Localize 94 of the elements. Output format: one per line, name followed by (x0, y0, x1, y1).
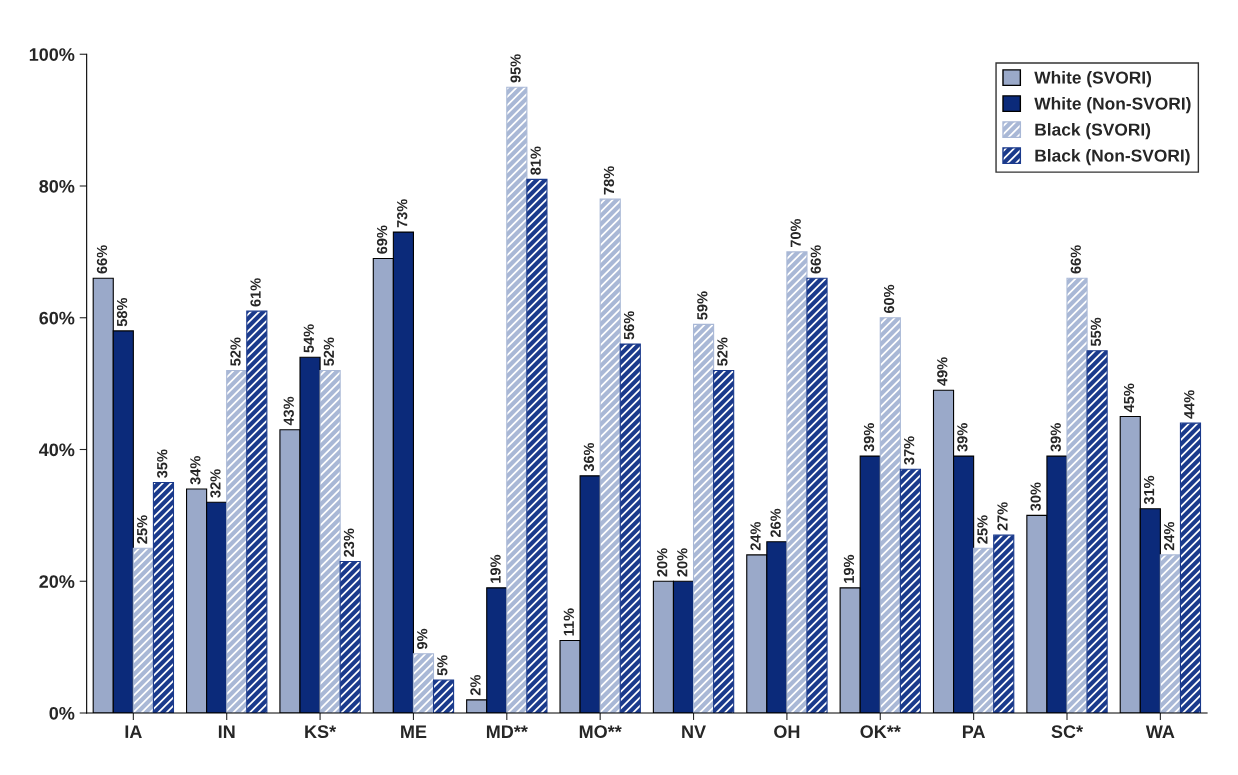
bar (973, 547, 995, 713)
data-label: 66% (96, 245, 108, 274)
bar (786, 251, 808, 713)
x-tick-label: SC* (1051, 725, 1084, 739)
bar (879, 317, 901, 713)
bar (1066, 277, 1088, 713)
data-label: 61% (250, 278, 261, 307)
legend-label: White (Non-SVORI) (1034, 97, 1191, 114)
data-label: 66% (810, 245, 821, 274)
data-label: 32% (210, 469, 221, 498)
x-tick-label: KS* (305, 725, 337, 739)
data-label: 55% (1090, 317, 1102, 347)
data-label: 56% (623, 311, 635, 340)
bar (319, 369, 341, 713)
data-label: 59% (697, 291, 708, 320)
data-label: 26% (770, 508, 781, 538)
bar (1086, 350, 1108, 713)
bar (1179, 422, 1202, 713)
x-tick-label: OH (774, 725, 800, 739)
bar (132, 547, 154, 713)
y-tick-label: 40% (38, 443, 75, 457)
x-tick-label: MD** (486, 725, 528, 738)
data-label: 27% (997, 502, 1008, 531)
x-tick-label: ME (401, 725, 427, 738)
bar (692, 323, 715, 713)
data-label: 66% (1070, 245, 1081, 274)
data-label: 39% (1050, 423, 1061, 452)
data-label: 52% (230, 337, 241, 366)
bar (432, 679, 455, 713)
data-label: 35% (157, 449, 168, 478)
bar (226, 369, 248, 713)
data-label: 23% (343, 528, 355, 557)
data-label: 5% (437, 655, 448, 676)
bar (993, 534, 1015, 713)
data-label: 45% (1123, 383, 1135, 413)
x-tick-label: IN (218, 725, 235, 738)
data-label: 20% (657, 548, 668, 577)
data-label: 58% (116, 297, 128, 327)
data-label: 37% (903, 436, 915, 465)
data-label: 24% (750, 521, 761, 551)
data-label: 24% (1163, 521, 1175, 551)
legend-label: White (SVORI) (1034, 71, 1152, 88)
bar (619, 343, 641, 713)
y-tick-label: 60% (39, 311, 75, 325)
data-label: 52% (717, 337, 728, 366)
data-label: 25% (977, 515, 988, 544)
x-tick-label: PA (962, 725, 986, 738)
y-tick-label: 0% (49, 706, 75, 720)
data-label: 52% (323, 337, 335, 366)
x-tick-label: WA (1145, 725, 1175, 738)
data-label: 54% (303, 324, 314, 353)
bar (506, 86, 528, 713)
data-label: 69% (376, 225, 388, 254)
data-label: 70% (790, 218, 801, 248)
data-label: 39% (957, 423, 968, 452)
data-label: 81% (530, 146, 541, 175)
data-label: 31% (1143, 475, 1155, 505)
data-label: 49% (937, 357, 948, 386)
data-label: 30% (1030, 482, 1041, 511)
data-label: 20% (677, 548, 688, 577)
bar (599, 198, 621, 713)
data-label: 60% (883, 284, 895, 314)
y-tick-label: 80% (39, 179, 75, 193)
data-label: 19% (843, 554, 855, 583)
y-tick-label: 100% (29, 48, 75, 61)
legend-label: Black (SVORI) (1035, 123, 1151, 140)
data-label: 34% (190, 456, 201, 485)
bar (152, 481, 175, 713)
x-tick-label: IA (125, 725, 142, 738)
data-label: 25% (136, 515, 148, 544)
bar (339, 560, 361, 713)
bar (1159, 554, 1181, 713)
data-label: 2% (470, 674, 481, 696)
data-label: 36% (583, 442, 595, 472)
data-label: 9% (417, 628, 428, 650)
legend-label: Black (Non-SVORI) (1035, 149, 1190, 166)
y-tick-label: 20% (39, 575, 75, 588)
x-tick-label: MO** (579, 725, 622, 739)
bar (526, 178, 548, 713)
bar (246, 310, 268, 713)
bar (713, 369, 735, 713)
data-label: 95% (510, 54, 521, 83)
data-label: 11% (563, 608, 574, 636)
bar (412, 653, 435, 713)
x-tick-label: OK** (860, 725, 901, 739)
x-tick-label: NV (682, 725, 706, 738)
data-label: 78% (603, 166, 615, 195)
data-label: 39% (863, 423, 875, 452)
data-label: 73% (396, 199, 408, 228)
bar (899, 468, 921, 713)
data-label: 19% (490, 554, 501, 583)
bar (806, 277, 828, 713)
data-label: 44% (1184, 390, 1195, 419)
data-label: 43% (283, 396, 294, 426)
